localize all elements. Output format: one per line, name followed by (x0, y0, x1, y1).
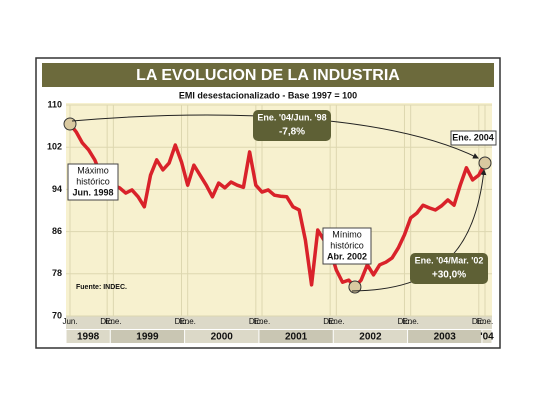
y-tick-label: 70 (52, 310, 62, 320)
year-label: 2000 (211, 332, 234, 343)
year-band (66, 330, 110, 343)
x-tick-label: Ene. (328, 317, 344, 326)
annotation: Ene. '04/Jun. '98 (257, 112, 326, 122)
min-box (322, 227, 372, 265)
x-tick-label: Ene. (254, 317, 270, 326)
x-tick-label: Dic. (323, 317, 337, 326)
annotation: Ene. 2004 (452, 132, 494, 142)
y-tick-label: 78 (52, 268, 62, 278)
end-box (450, 130, 497, 146)
x-tick-label: Ene. (402, 317, 418, 326)
annotation: -7,8% (279, 127, 305, 138)
year-label: '04 (480, 332, 494, 343)
year-band (110, 330, 185, 343)
y-tick-label: 86 (52, 226, 62, 236)
x-tick-label: Dic. (398, 317, 412, 326)
y-tick-label: 94 (52, 184, 62, 194)
annotations: Máximo histórico Jun. 1998 Mínimo histór… (67, 110, 497, 284)
badge (410, 253, 488, 284)
annotation: histórico (330, 240, 364, 250)
month-row (66, 316, 492, 329)
annotation: Máximo (77, 165, 109, 175)
annotation: Jun. 1998 (72, 187, 113, 197)
year-band (259, 330, 333, 343)
chart-subtitle: EMI desestacionalizado - Base 1997 = 100 (179, 90, 357, 100)
highlight (478, 156, 492, 170)
year-label: 2001 (285, 332, 308, 343)
highlight (63, 117, 77, 131)
annotation: Mínimo (332, 229, 362, 239)
x-tick-label: Ene. (179, 317, 195, 326)
year-band (482, 330, 492, 343)
annotation: +30,0% (432, 270, 466, 281)
year-band (185, 330, 259, 343)
year-band (333, 330, 408, 343)
year-label: 1999 (136, 332, 159, 343)
year-band (408, 330, 482, 343)
y-tick-label: 102 (47, 142, 62, 152)
x-tick-label: Dic. (249, 317, 263, 326)
year-label: 2003 (434, 332, 457, 343)
x-tick-label: Dic. (100, 317, 114, 326)
badge (253, 110, 331, 141)
highlight (348, 280, 362, 294)
year-label: 1998 (77, 332, 100, 343)
year-label: 2002 (359, 332, 382, 343)
annotation: Ene. '04/Mar. '02 (415, 255, 484, 265)
x-tick-label: Dic. (472, 317, 486, 326)
annotation: Abr. 2002 (327, 251, 367, 261)
x-tick-label: Dic. (175, 317, 189, 326)
max-box (67, 163, 119, 201)
x-tick-label: Ene. (477, 317, 493, 326)
chart-title: LA EVOLUCION DE LA INDUSTRIA (136, 67, 400, 84)
annotation: histórico (76, 176, 110, 186)
line (68, 122, 487, 289)
y-tick-label: 110 (47, 99, 62, 109)
x-tick-label: Jun. (62, 317, 77, 326)
x-tick-label: Ene. (105, 317, 121, 326)
title-bar (42, 63, 494, 87)
source: Fuente: INDEC. (76, 284, 127, 291)
